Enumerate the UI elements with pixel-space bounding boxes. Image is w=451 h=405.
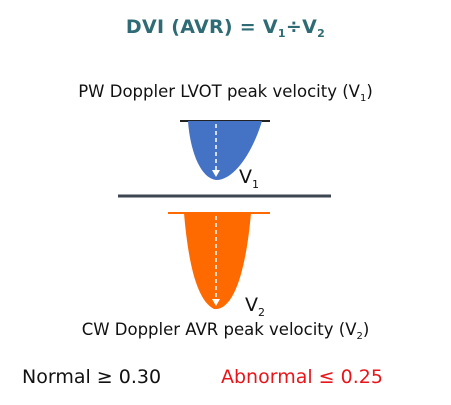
v1-arrow-head-icon — [212, 170, 220, 177]
cw-velocity-envelope — [184, 213, 251, 310]
v2-marker-label: V2 — [245, 294, 265, 319]
cw-doppler-label: CW Doppler AVR peak velocity (V2) — [81, 320, 370, 342]
v1-marker-label: V1 — [239, 166, 259, 191]
pw-doppler-label: PW Doppler LVOT peak velocity (V1) — [78, 82, 373, 104]
abnormal-threshold: Abnormal ≤ 0.25 — [221, 366, 383, 388]
v2-arrow-head-icon — [212, 299, 220, 306]
normal-threshold: Normal ≥ 0.30 — [22, 366, 162, 388]
pw-velocity-envelope — [188, 121, 262, 180]
formula-title: DVI (AVR) = V1÷V2 — [125, 16, 326, 40]
